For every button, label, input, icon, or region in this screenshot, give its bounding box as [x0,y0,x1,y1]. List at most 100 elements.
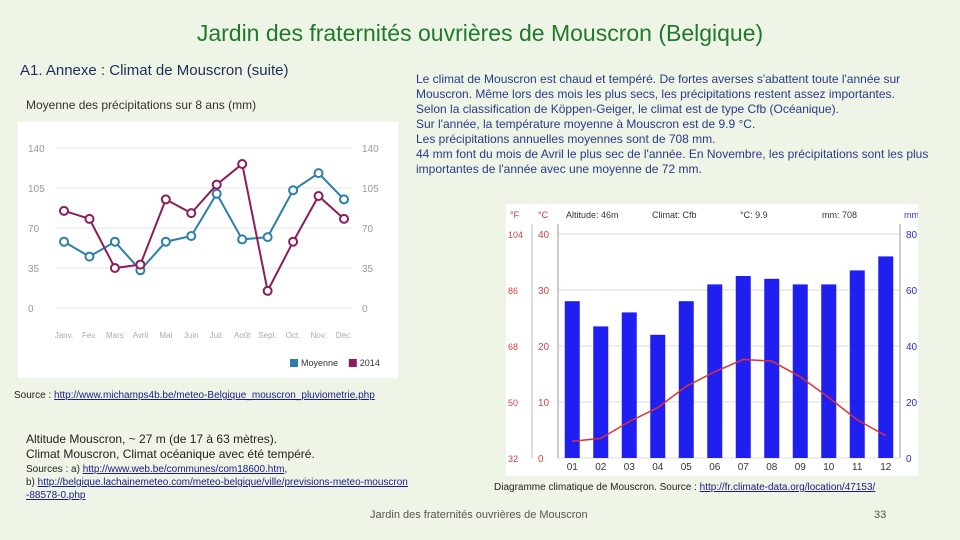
x-tick-label: Déc. [336,331,352,340]
description-line: Selon la classification de Köppen-Geiger… [416,102,839,116]
data-point [288,185,299,196]
data-point [237,234,248,245]
page-title: Jardin des fraternités ouvrières de Mous… [196,20,764,46]
altitude-line: Altitude Mouscron, ~ 27 m (de 17 à 63 mè… [26,432,278,446]
fahrenheit-tick-label: 86 [508,286,518,296]
data-point [211,188,222,199]
data-point [186,231,197,241]
data-point [59,205,69,216]
x-tick-label: Juil. [210,331,224,340]
month-label: 02 [595,462,607,473]
sources-block: Sources : a) http://www.web.be/communes/… [26,463,408,502]
data-point [160,236,171,247]
description-line: Sur l'année, la température moyenne à Mo… [416,117,756,131]
climate-diagram-panel: Altitude: 46m Climat: Cfb °C: 9.9 mm: 708 °F… [506,204,919,476]
data-point [59,236,69,247]
chart-caption: Moyenne des précipitations sur 8 ans (mm… [26,98,257,112]
month-label: 01 [567,462,579,473]
celsius-tick-label: 30 [538,286,550,297]
precipitation-bar [849,270,865,458]
diagram-header-temp: °C: 9.9 [740,210,768,220]
unit-fahrenheit: °F [510,210,520,220]
x-tick-label: Fev. [82,331,97,340]
data-point [135,259,146,270]
data-point [160,194,171,205]
celsius-tick-label: 20 [538,342,550,353]
month-label: 12 [880,462,892,473]
source-link-b[interactable]: http://belgique.lachainemeteo.com/meteo-… [37,477,408,488]
climate-diagram-caption: Diagramme climatique de Mouscron. Source… [494,482,875,493]
mm-tick-label: 80 [906,230,918,241]
legend-label: Moyenne [301,358,338,368]
precipitation-bar [621,312,637,458]
climate-diagram: Altitude: 46m Climat: Cfb °C: 9.9 mm: 708 °F… [506,204,919,476]
mm-tick-label: 0 [906,454,912,465]
precipitation-bar [650,334,666,458]
month-label: 04 [652,462,664,473]
sources-b-prefix: b) [26,477,38,488]
source-line: Source : http://www.michamps4b.be/meteo-… [14,390,375,401]
data-point [211,179,222,190]
data-point [109,236,120,247]
climate-description: Le climat de Mouscron est chaud et tempé… [416,72,946,177]
x-tick-label: Mai [159,331,172,340]
temperature-line [572,358,887,442]
x-tick-label: Mars [106,331,124,340]
data-point [237,159,248,169]
diagram-header-mm: mm: 708 [822,210,857,220]
data-point [84,251,95,262]
precipitation-bar [821,284,837,458]
fahrenheit-tick-label: 104 [508,230,523,240]
precipitation-bar [678,301,694,458]
precipitation-line-chart: 0 0 35 35 70 70 105 105 140 140 Janv. Fev. Mars Avril… [28,144,380,368]
source-prefix: Source : [14,390,55,401]
data-point [262,285,273,296]
month-label: 09 [795,462,807,473]
data-point [339,213,349,224]
fahrenheit-tick-label: 50 [508,398,518,408]
series-line [63,162,345,294]
data-point [84,213,95,224]
celsius-tick-label: 40 [538,230,550,241]
month-label: 03 [624,462,636,473]
climate-caption-link[interactable]: http://fr.climate-data.org/location/4715… [699,482,876,493]
x-tick-label: Nov. [311,331,327,340]
unit-celsius: °C [538,210,549,220]
y-tick-label-left: 105 [28,184,45,195]
data-point [313,191,324,201]
precipitation-bar [878,256,894,458]
altitude-info: Altitude Mouscron, ~ 27 m (de 17 à 63 mè… [26,432,315,462]
precipitation-bar [792,284,808,458]
x-tick-label: Juin [184,331,199,340]
y-tick-label-right: 105 [362,184,379,195]
month-label: 11 [852,462,863,473]
month-label: 08 [766,462,778,473]
celsius-tick-label: 10 [538,398,550,409]
month-label: 10 [823,462,835,473]
unit-mm: mm [904,210,918,220]
description-line: Les précipitations annuelles moyennes so… [416,132,716,146]
mm-tick-label: 40 [906,342,918,353]
climate-caption-prefix: Diagramme climatique de Mouscron. Source… [494,482,700,493]
climate-type-line: Climat Mouscron, Climat océanique avec é… [26,447,315,461]
source-link[interactable]: http://www.michamps4b.be/meteo-Belgique_… [54,390,375,401]
y-tick-label-left: 70 [28,224,40,235]
month-label: 07 [738,462,750,473]
month-label: 05 [681,462,693,473]
source-link-a[interactable]: http://www.web.be/communes/com18600.htm [82,464,285,475]
legend-label: 2014 [360,358,380,368]
diagram-header-altitude: Altitude: 46m [566,210,619,220]
data-point [109,263,120,273]
y-tick-label-left: 35 [28,264,40,275]
description-line: 44 mm font du mois de Avril le plus sec … [416,147,929,176]
description-line: Le climat de Mouscron est chaud et tempé… [416,72,901,101]
data-point [262,232,273,243]
sources-separator: , [284,464,288,475]
y-tick-label-right: 35 [362,264,374,275]
source-link-b-continued[interactable]: -88578-0.php [26,490,86,501]
precipitation-bar [564,301,580,458]
precipitation-bar [764,278,780,458]
y-tick-label-right: 70 [362,224,374,235]
fahrenheit-tick-label: 68 [508,342,518,352]
x-tick-label: Avril [133,331,149,340]
